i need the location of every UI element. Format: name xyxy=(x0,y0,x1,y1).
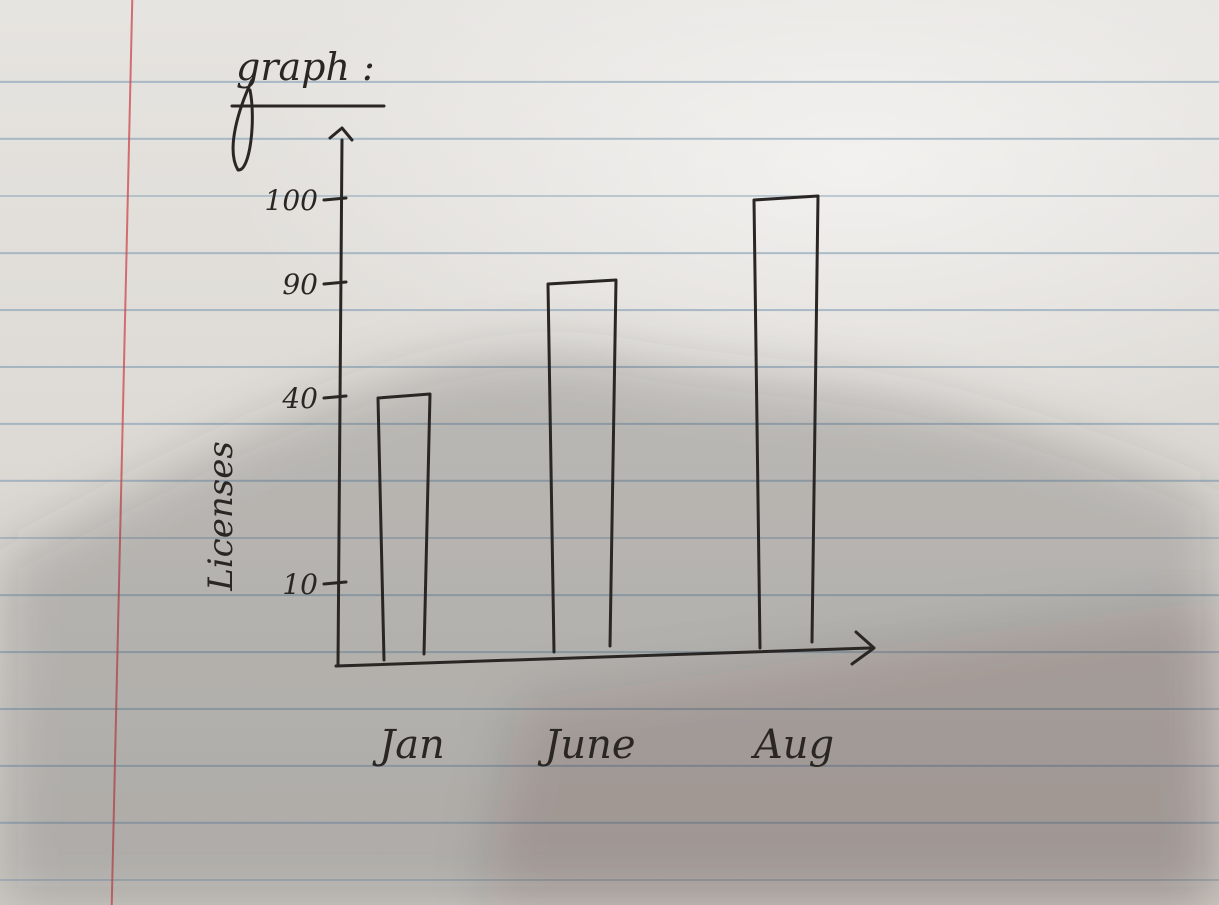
bar-jan xyxy=(376,392,432,662)
y-tick-label-10: 10 xyxy=(282,568,318,601)
x-tick-labels: Jan June Aug xyxy=(372,722,834,768)
bars xyxy=(376,194,820,662)
y-ticks: 10 40 90 100 xyxy=(265,184,348,601)
y-tick-40 xyxy=(322,394,348,400)
x-tick-label-june: June xyxy=(537,722,635,768)
page-title: graph : xyxy=(236,45,375,89)
y-tick-10 xyxy=(322,580,348,586)
bar-aug xyxy=(752,194,820,650)
y-axis-arrow xyxy=(328,126,354,142)
x-tick-label-aug: Aug xyxy=(750,722,834,768)
bar-june xyxy=(546,278,618,654)
y-axis-label: Licenses xyxy=(201,441,241,592)
y-tick-100 xyxy=(322,196,348,202)
y-tick-90 xyxy=(322,280,348,286)
title-descender xyxy=(231,78,254,172)
x-axis xyxy=(334,646,872,668)
y-tick-label-40: 40 xyxy=(281,382,318,415)
y-tick-label-100: 100 xyxy=(265,184,318,217)
x-tick-label-jan: Jan xyxy=(372,722,445,768)
y-tick-label-90: 90 xyxy=(282,268,318,301)
x-axis-arrow xyxy=(850,630,876,666)
graph-heading: graph : xyxy=(230,45,386,172)
y-axis xyxy=(336,138,344,667)
